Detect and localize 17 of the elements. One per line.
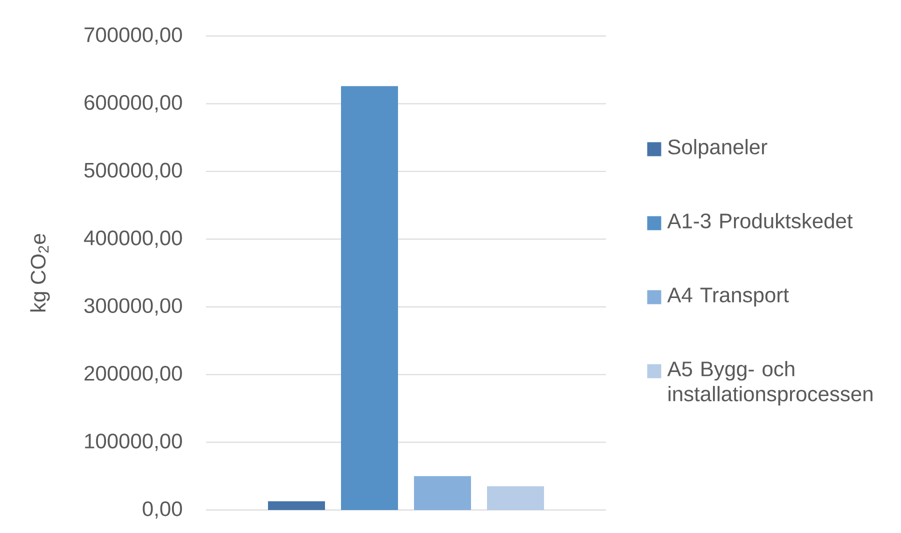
y-tick-label: 200000,00 [84,366,182,384]
legend-label: A4 Transport [667,288,789,307]
bar [414,476,472,510]
bar [268,501,326,510]
legend-label: Solpaneler [668,138,768,159]
y-tick-label: 0,00 [142,501,182,519]
bar [487,486,544,510]
y-tick-label: 500000,00 [84,162,182,180]
y-tick-label: 400000,00 [84,230,182,248]
y-axis-title: kg CO$_{2}$e [30,234,50,312]
bar [341,86,398,510]
legend-label: A5 Bygg- och installationsprocessen [667,360,872,406]
y-tick-label: 700000,00 [84,27,182,45]
y-tick-label: 600000,00 [84,95,182,112]
legend-label: A1-3 Produktskedet [667,212,853,228]
y-tick-label: 300000,00 [84,298,182,316]
y-tick-label: 100000,00 [85,434,182,451]
